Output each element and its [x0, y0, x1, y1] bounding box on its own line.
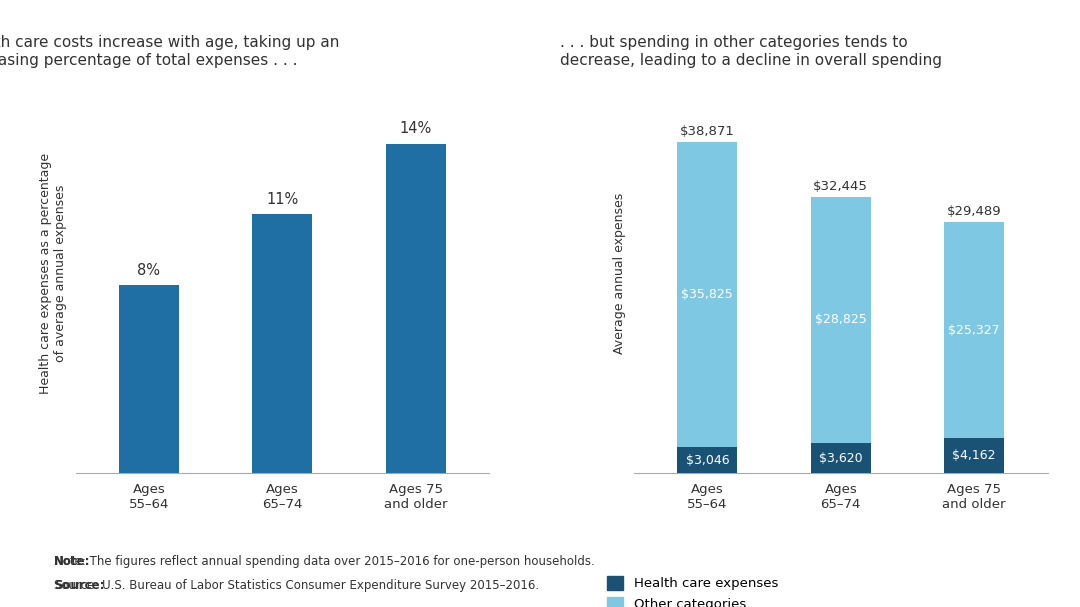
- Text: $3,620: $3,620: [819, 452, 863, 464]
- Bar: [811, 443, 870, 473]
- Text: $38,871: $38,871: [680, 125, 734, 138]
- Text: Note:: Note:: [54, 555, 91, 568]
- Text: Source: U.S. Bureau of Labor Statistics Consumer Expenditure Survey 2015–2016.: Source: U.S. Bureau of Labor Statistics …: [54, 579, 539, 592]
- Text: $28,825: $28,825: [815, 313, 866, 326]
- Legend: Health care expenses, Other categories: Health care expenses, Other categories: [607, 576, 779, 607]
- Bar: [944, 438, 1004, 473]
- Text: 11%: 11%: [267, 192, 298, 207]
- Bar: [677, 142, 738, 447]
- Text: Note: The figures reflect annual spending data over 2015–2016 for one-person hou: Note: The figures reflect annual spendin…: [54, 555, 595, 568]
- Bar: [944, 222, 1004, 438]
- Bar: [386, 143, 446, 473]
- Text: $25,327: $25,327: [948, 324, 1000, 336]
- Text: $35,825: $35,825: [681, 288, 733, 301]
- Bar: [253, 214, 312, 473]
- Text: 8%: 8%: [137, 263, 161, 278]
- Text: $32,445: $32,445: [813, 180, 868, 192]
- Y-axis label: Health care expenses as a percentage
of average annual expenses: Health care expenses as a percentage of …: [39, 152, 67, 394]
- Y-axis label: Average annual expenses: Average annual expenses: [612, 192, 625, 354]
- Text: $29,489: $29,489: [947, 205, 1001, 218]
- Text: $4,162: $4,162: [953, 449, 996, 462]
- Bar: [811, 197, 870, 443]
- Text: Health care costs increase with age, taking up an
increasing percentage of total: Health care costs increase with age, tak…: [0, 35, 339, 68]
- Text: . . . but spending in other categories tends to
decrease, leading to a decline i: . . . but spending in other categories t…: [559, 35, 942, 68]
- Bar: [677, 447, 738, 473]
- Text: $3,046: $3,046: [686, 454, 729, 467]
- Text: Source:: Source:: [54, 579, 105, 592]
- Text: 14%: 14%: [400, 121, 432, 137]
- Bar: [119, 285, 179, 473]
